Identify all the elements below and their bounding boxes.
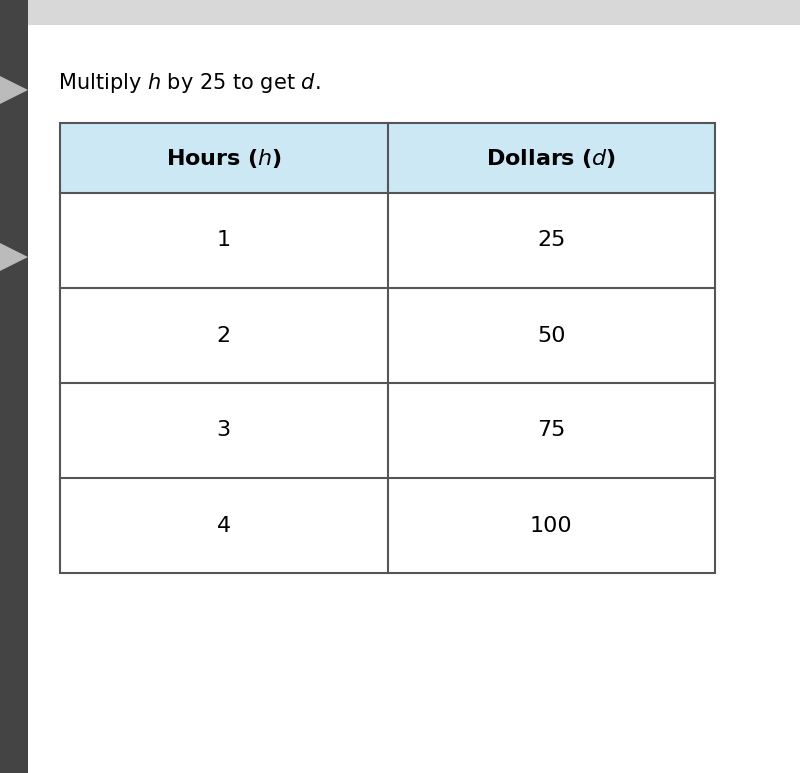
Text: 2: 2 [217,325,231,346]
Text: 3: 3 [217,421,231,441]
Bar [60,383,715,478]
Bar [0,0,800,25]
Bar [60,193,715,288]
Text: 1: 1 [217,230,231,250]
Polygon shape [0,76,28,104]
Text: 50: 50 [537,325,566,346]
Bar [0,0,28,773]
Polygon shape [0,243,28,271]
Text: 75: 75 [537,421,566,441]
Text: 4: 4 [217,516,231,536]
Bar [60,478,715,573]
Text: Multiply $h$ by 25 to get $d$.: Multiply $h$ by 25 to get $d$. [58,71,321,95]
Bar [60,288,715,383]
Bar [60,123,715,573]
Text: $\mathbf{Dollars\ (}$$\mathit{d}$$\mathbf{)}$: $\mathbf{Dollars\ (}$$\mathit{d}$$\mathb… [486,147,616,169]
Text: 25: 25 [537,230,566,250]
Text: $\mathbf{Hours\ (}$$\mathit{h}$$\mathbf{)}$: $\mathbf{Hours\ (}$$\mathit{h}$$\mathbf{… [166,147,282,169]
Text: 100: 100 [530,516,573,536]
Bar [60,123,715,193]
